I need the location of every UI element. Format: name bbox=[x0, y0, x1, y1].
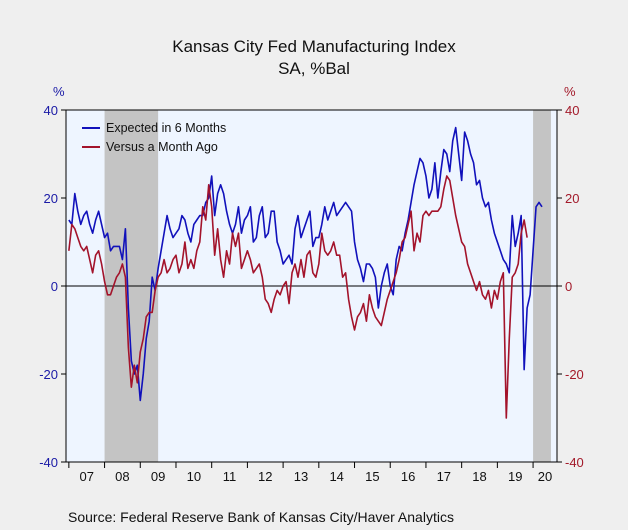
left-axis-tick-label: 40 bbox=[44, 103, 58, 118]
chart-subtitle: SA, %Bal bbox=[278, 59, 350, 78]
series-line-expected bbox=[68, 126, 543, 402]
x-axis-tick-label: 12 bbox=[258, 469, 272, 484]
source-note: Source: Federal Reserve Bank of Kansas C… bbox=[68, 509, 454, 525]
x-axis-tick-label: 09 bbox=[151, 469, 165, 484]
series-group bbox=[68, 126, 543, 419]
legend-label-versus: Versus a Month Ago bbox=[106, 140, 218, 154]
x-axis-tick-label: 07 bbox=[79, 469, 93, 484]
right-axis-tick-label: 40 bbox=[565, 103, 579, 118]
right-axis-unit: % bbox=[564, 84, 576, 99]
left-axis-tick-label: 0 bbox=[51, 279, 58, 294]
series-line-versus bbox=[68, 175, 528, 419]
left-axis-tick-label: -20 bbox=[39, 367, 58, 382]
chart-title: Kansas City Fed Manufacturing Index bbox=[172, 37, 456, 56]
x-axis-tick-label: 20 bbox=[538, 469, 552, 484]
left-axis-tick-label: 20 bbox=[44, 191, 58, 206]
x-axis-tick-label: 19 bbox=[508, 469, 522, 484]
x-axis-tick-label: 10 bbox=[187, 469, 201, 484]
right-axis-tick-label: 0 bbox=[565, 279, 572, 294]
right-axis-tick-label: -40 bbox=[565, 455, 584, 470]
axes: 40 40 20 20 0 0 -20 -20 -40 -40 07 08 09 10 11 12 13 14 15… bbox=[39, 103, 584, 484]
x-axis-tick-label: 16 bbox=[401, 469, 415, 484]
x-axis-tick-label: 18 bbox=[472, 469, 486, 484]
right-axis-tick-label: -20 bbox=[565, 367, 584, 382]
right-axis-tick-label: 20 bbox=[565, 191, 579, 206]
legend-label-expected: Expected in 6 Months bbox=[106, 121, 226, 135]
x-axis-tick-label: 14 bbox=[329, 469, 343, 484]
x-axis-tick-label: 13 bbox=[294, 469, 308, 484]
x-axis-tick-label: 15 bbox=[365, 469, 379, 484]
x-axis-tick-label: 17 bbox=[437, 469, 451, 484]
legend: Expected in 6 Months Versus a Month Ago bbox=[82, 121, 226, 154]
left-axis-tick-label: -40 bbox=[39, 455, 58, 470]
left-axis-unit: % bbox=[53, 84, 65, 99]
x-axis-tick-label: 11 bbox=[223, 469, 237, 484]
x-axis-tick-label: 08 bbox=[115, 469, 129, 484]
